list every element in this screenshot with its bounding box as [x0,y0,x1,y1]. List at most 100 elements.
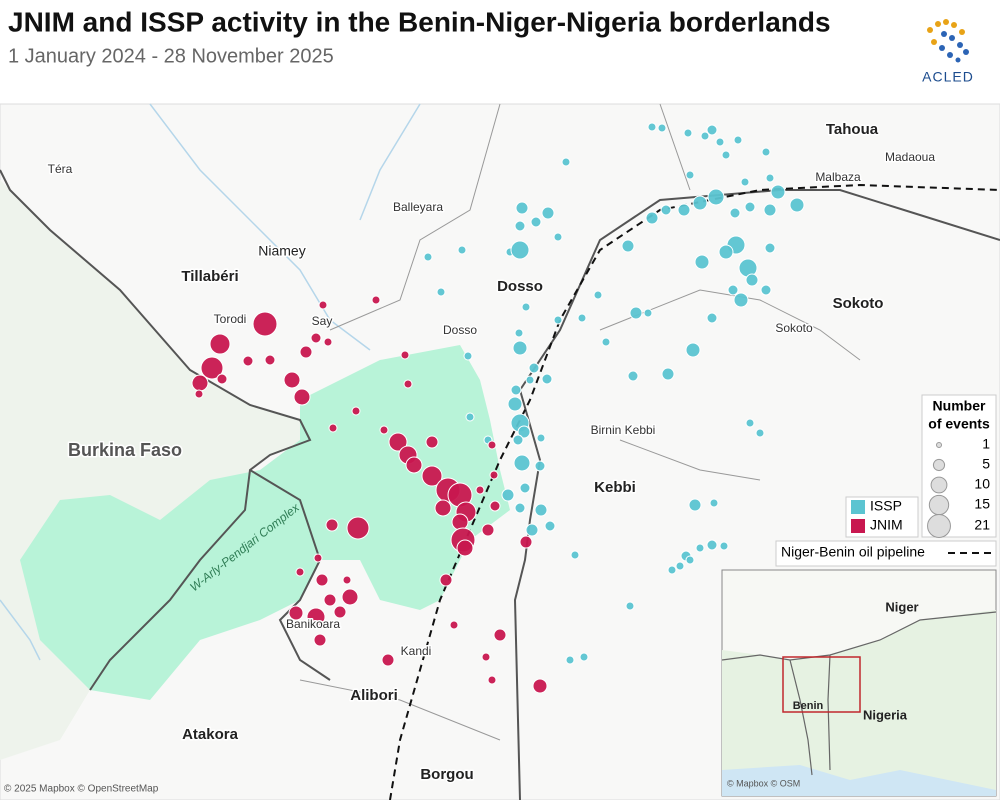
event-dot [685,555,695,565]
event-dot [487,675,497,685]
event-dots [191,122,805,694]
event-dot [706,539,718,551]
legend-title: Number [933,398,986,414]
size-label: 21 [974,517,990,533]
event-dot [341,588,359,606]
event-dot [288,605,304,621]
inset-label: Nigeria [863,707,908,722]
event-dot [342,575,352,585]
event-dot [541,206,555,220]
event-dot [465,412,475,422]
event-dot [528,362,540,374]
event-dot [755,428,765,438]
event-dot [318,300,328,310]
event-dot [677,203,691,217]
event-dot [310,332,322,344]
event-dot [760,284,772,296]
event-dot [707,188,725,206]
event-dot [761,147,771,157]
event-dot [514,328,524,338]
event-dot [733,135,743,145]
event-dot [242,355,254,367]
place-label: Dosso [443,323,477,337]
event-dot [264,354,276,366]
event-dot [745,418,755,428]
series-label: ISSP [870,498,902,514]
event-dot [553,232,563,242]
event-dot [700,131,710,141]
event-dot [489,470,499,480]
place-label: Borgou [420,766,473,783]
event-dot [517,425,531,439]
event-dot [434,499,452,517]
event-dot [789,197,805,213]
event-dot [577,313,587,323]
place-label: Kebbi [594,479,636,496]
inset-label: Niger [885,599,918,614]
event-dot [660,204,672,216]
event-dot [685,170,695,180]
event-dot [323,593,337,607]
title: JNIM and ISSP activity in the Benin-Nige… [8,6,831,37]
place-label: Balleyara [393,200,443,214]
logo-text: ACLED [922,69,974,85]
event-dot [194,389,204,399]
map: W-Arly-Pendjari Complex © 2025 Mapbox © … [0,103,1000,801]
event-dot [315,573,329,587]
event-dot [489,500,501,512]
series-swatch [851,500,865,514]
event-dot [209,333,231,355]
size-label: 10 [974,476,990,492]
event-dot [647,122,657,132]
event-dot [325,518,339,532]
subtitle: 1 January 2024 - 28 November 2025 [8,45,334,67]
event-dot [493,628,507,642]
event-dot [519,535,533,549]
event-dot [675,561,685,571]
event-dot [621,239,635,253]
event-dot [709,498,719,508]
event-dot [706,124,718,136]
event-dot [510,384,522,396]
event-dot [625,601,635,611]
event-dot [688,498,702,512]
event-dot [733,292,749,308]
event-dot [721,150,731,160]
place-label: Banikoara [286,617,340,631]
event-dot [388,432,408,452]
event-dot [510,240,530,260]
event-dot [718,244,734,260]
event-dot [532,678,548,694]
event-dot [371,295,381,305]
event-dot [553,315,563,325]
legend-title: of events [928,416,990,432]
event-dot [487,440,497,450]
event-dot [283,371,301,389]
event-dot [561,157,571,167]
event-dot [661,367,675,381]
event-dot [744,201,756,213]
event-dot [513,454,531,472]
event-dot [541,373,553,385]
event-dot [507,396,523,412]
place-label: Alibori [350,687,398,704]
event-dot [400,350,410,360]
event-dot [191,374,209,392]
event-dot [216,373,228,385]
place-label: Birnin Kebbi [591,423,656,437]
logo: ACLED [922,19,974,85]
event-dot [351,406,361,416]
place-label: Malbaza [815,170,861,184]
event-dot [667,565,677,575]
event-dot [379,425,389,435]
event-dot [481,523,495,537]
event-dot [521,302,531,312]
event-dot [423,252,433,262]
place-label: Tillabéri [181,268,238,285]
place-label: Sokoto [833,295,884,312]
event-dot [565,655,575,665]
size-swatch [927,514,951,538]
event-dot [405,456,423,474]
event-dot [328,423,338,433]
event-dot [764,242,776,254]
